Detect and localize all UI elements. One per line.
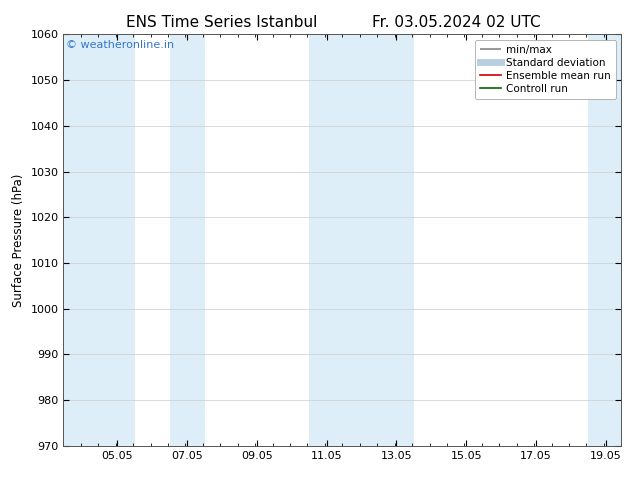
Legend: min/max, Standard deviation, Ensemble mean run, Controll run: min/max, Standard deviation, Ensemble me… [475, 40, 616, 99]
Y-axis label: Surface Pressure (hPa): Surface Pressure (hPa) [12, 173, 25, 307]
Bar [63, 34, 135, 446]
Text: © weatheronline.in: © weatheronline.in [66, 41, 174, 50]
Bar [588, 34, 621, 446]
Text: ENS Time Series Istanbul: ENS Time Series Istanbul [126, 15, 318, 30]
Bar [309, 34, 414, 446]
Bar [170, 34, 205, 446]
Text: Fr. 03.05.2024 02 UTC: Fr. 03.05.2024 02 UTC [372, 15, 541, 30]
